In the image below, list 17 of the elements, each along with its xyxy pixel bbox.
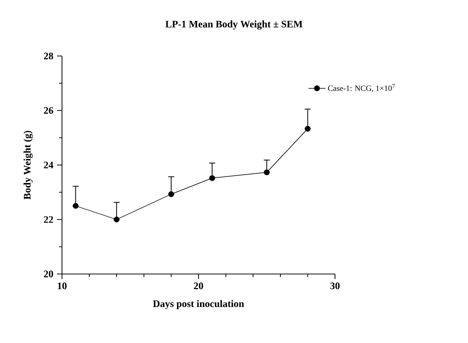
y-tick-label: 24 (44, 162, 54, 168)
point (168, 191, 174, 198)
point (114, 216, 120, 222)
x-axis-title: Days post inoculation (153, 300, 244, 310)
point (264, 169, 270, 176)
y-axis-title: Body Weight (g) (24, 130, 33, 200)
chart-title: LP-1 Mean Body Weight ± SEM (165, 20, 302, 30)
y-tick-label: 20 (44, 270, 54, 278)
y-tick-label: 26 (44, 107, 54, 114)
point (209, 175, 216, 181)
x-tick-label: 10 (58, 282, 67, 290)
x-tick-label: 30 (330, 282, 340, 290)
point (72, 202, 79, 209)
y-tick-label: 28 (44, 52, 54, 60)
y-tick-label: 22 (44, 216, 54, 223)
point (304, 126, 311, 132)
x-tick-label: 20 (194, 282, 204, 290)
